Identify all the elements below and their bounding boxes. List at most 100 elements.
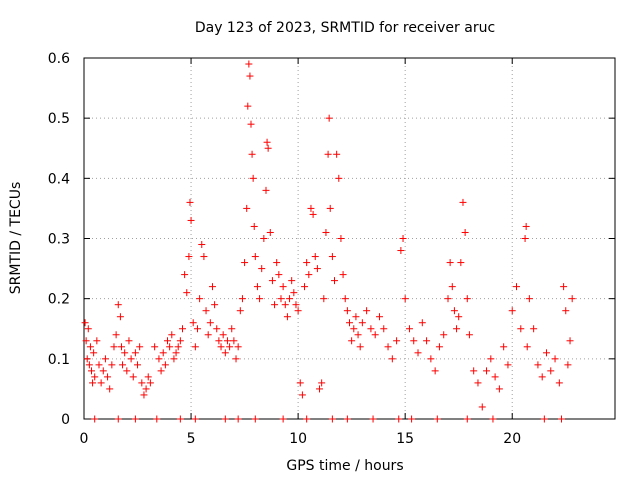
data-point xyxy=(408,415,416,423)
data-point xyxy=(238,295,246,303)
data-point xyxy=(204,331,212,339)
data-point xyxy=(328,253,336,261)
data-point xyxy=(478,403,486,411)
data-point xyxy=(213,325,221,333)
data-point xyxy=(119,361,127,369)
data-point xyxy=(294,307,302,315)
data-point xyxy=(142,385,150,393)
data-point xyxy=(388,355,396,363)
data-point xyxy=(495,385,503,393)
x-tick-label: 20 xyxy=(503,431,521,447)
data-point xyxy=(273,259,281,267)
x-tick-label: 5 xyxy=(187,431,196,447)
data-point xyxy=(279,283,287,291)
data-point xyxy=(223,337,231,345)
data-points xyxy=(81,60,576,423)
data-point xyxy=(301,283,309,291)
data-point xyxy=(463,415,471,423)
x-tick-label: 10 xyxy=(289,431,307,447)
data-point xyxy=(433,415,441,423)
data-point xyxy=(356,343,364,351)
data-point xyxy=(263,138,271,146)
data-point xyxy=(178,325,186,333)
data-point xyxy=(290,289,298,297)
y-tick-label: 0.6 xyxy=(48,51,70,67)
data-point xyxy=(155,355,163,363)
data-point xyxy=(500,343,508,351)
data-point xyxy=(328,415,336,423)
data-point xyxy=(153,415,161,423)
data-point xyxy=(185,253,193,261)
data-point xyxy=(350,325,358,333)
data-point xyxy=(375,313,383,321)
data-point xyxy=(275,271,283,279)
data-point xyxy=(320,295,328,303)
data-point xyxy=(367,325,375,333)
data-point xyxy=(157,367,165,375)
data-point xyxy=(127,355,135,363)
data-point xyxy=(457,259,465,267)
data-point xyxy=(435,343,443,351)
data-point xyxy=(232,355,240,363)
data-point xyxy=(89,379,97,387)
data-point xyxy=(256,295,264,303)
data-point xyxy=(281,301,289,309)
data-point xyxy=(540,415,548,423)
data-point xyxy=(534,361,542,369)
data-point xyxy=(530,325,538,333)
data-point xyxy=(121,349,129,357)
data-point xyxy=(129,373,137,381)
data-point xyxy=(87,367,95,375)
data-point xyxy=(333,150,341,158)
data-point xyxy=(176,415,184,423)
x-axis-label: GPS time / hours xyxy=(286,458,403,474)
data-point xyxy=(95,361,103,369)
data-point xyxy=(166,343,174,351)
data-point xyxy=(83,355,91,363)
data-point xyxy=(504,361,512,369)
data-point xyxy=(191,343,199,351)
data-point xyxy=(343,307,351,315)
data-point xyxy=(112,331,120,339)
data-point xyxy=(91,415,99,423)
data-point xyxy=(228,325,236,333)
data-point xyxy=(140,391,148,399)
data-point xyxy=(542,349,550,357)
data-point xyxy=(164,337,172,345)
data-point xyxy=(303,259,311,267)
data-point xyxy=(250,222,258,230)
data-point xyxy=(90,349,98,357)
data-point xyxy=(168,331,176,339)
data-point xyxy=(331,277,339,285)
data-point xyxy=(568,295,576,303)
data-point xyxy=(110,343,118,351)
y-tick-label: 0.5 xyxy=(48,111,70,127)
data-point xyxy=(172,349,180,357)
y-tick-label: 0.3 xyxy=(48,232,70,248)
data-point xyxy=(427,355,435,363)
data-point xyxy=(487,355,495,363)
data-point xyxy=(455,313,463,321)
data-point xyxy=(517,325,525,333)
data-point xyxy=(244,102,252,110)
data-point xyxy=(241,259,249,267)
data-point xyxy=(395,415,403,423)
data-point xyxy=(414,349,422,357)
y-tick-label: 0.4 xyxy=(48,171,70,187)
y-tick-label: 0.1 xyxy=(48,352,70,368)
data-point xyxy=(99,367,107,375)
data-point xyxy=(174,343,182,351)
data-point xyxy=(208,283,216,291)
data-point xyxy=(339,271,347,279)
data-point xyxy=(108,361,116,369)
data-point xyxy=(81,319,89,327)
data-point xyxy=(335,174,343,182)
data-point xyxy=(114,415,122,423)
data-point xyxy=(206,319,214,327)
data-point xyxy=(288,277,296,285)
data-point xyxy=(146,379,154,387)
data-point xyxy=(566,337,574,345)
data-point xyxy=(249,174,257,182)
data-point xyxy=(104,373,112,381)
data-point xyxy=(431,367,439,375)
